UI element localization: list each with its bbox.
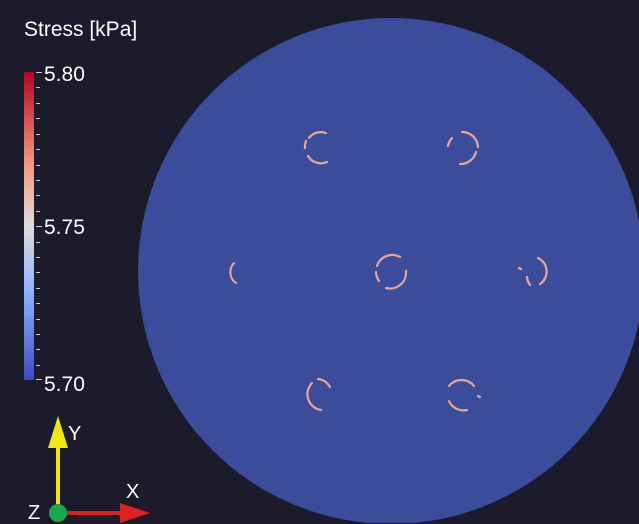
colorbar-tick [36, 134, 40, 135]
colorbar-tick [36, 319, 40, 320]
colorbar-tick [36, 303, 40, 304]
colorbar-mid-label: 5.75 [44, 216, 85, 239]
colorbar-tick [36, 211, 40, 212]
colorbar-min-label: 5.70 [44, 373, 85, 396]
stress-ring-top-right [446, 130, 480, 166]
disk-mesh [138, 18, 639, 523]
colorbar-tick [36, 226, 42, 227]
x-axis-label: X [126, 481, 140, 503]
colorbar-tick [36, 334, 40, 335]
colorbar-tick [36, 72, 42, 73]
y-axis-label: Y [68, 423, 82, 445]
stress-ring-left [229, 262, 237, 284]
colorbar-tick [36, 180, 40, 181]
z-axis-dot [49, 504, 67, 522]
colorbar-tick [36, 195, 40, 196]
colorbar-tick [36, 118, 40, 119]
colorbar-tick [36, 365, 40, 366]
colorbar-tick [36, 349, 40, 350]
stress-ring-right [517, 256, 548, 287]
colorbar-tick [36, 242, 40, 243]
colorbar-tick [36, 103, 40, 104]
z-axis-label: Z [28, 502, 41, 524]
colorbar-tick [36, 165, 40, 166]
stress-ring-top-left [303, 131, 329, 165]
colorbar [24, 72, 34, 380]
colorbar-tick [36, 288, 40, 289]
stress-ring-bottom-left [306, 377, 332, 412]
legend-title: Stress [kPa] [24, 18, 138, 41]
colorbar-tick [36, 257, 40, 258]
colorbar-tick [36, 272, 40, 273]
colorbar-max-label: 5.80 [44, 63, 85, 86]
colorbar-tick [36, 149, 40, 150]
colorbar-tick [36, 87, 40, 88]
colorbar-tick [36, 379, 42, 380]
stress-ring-center [374, 253, 408, 290]
stress-ring-bottom-right [447, 378, 482, 412]
y-axis-arrow [48, 416, 68, 448]
orientation-axes [48, 416, 150, 523]
x-axis-arrow [120, 503, 150, 523]
